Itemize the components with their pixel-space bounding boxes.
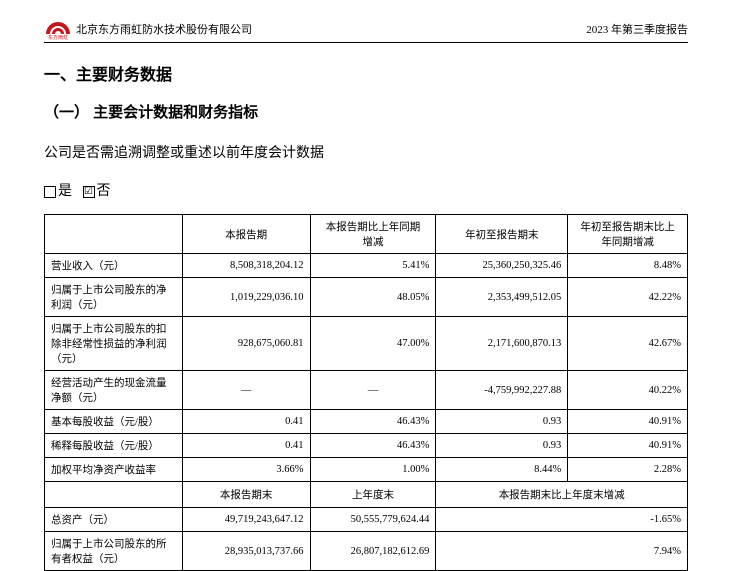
row-label: 经营活动产生的现金流量净额（元） [45,371,183,410]
cell: 50,555,779,624.44 [310,508,436,532]
row-label: 基本每股收益（元/股） [45,410,183,434]
cell: 0.41 [182,410,310,434]
th-period-end: 本报告期末 [182,482,310,508]
th-ytd-yoy: 年初至报告期末比上年同期增减 [568,215,688,254]
cell: 28,935,013,737.66 [182,532,310,571]
cell: 48.05% [310,278,436,317]
th-change: 本报告期末比上年度末增减 [436,482,688,508]
section-heading-1: 一、主要财务数据 [44,61,688,85]
cell: 2.28% [568,458,688,482]
th-period: 本报告期 [182,215,310,254]
row-label: 归属于上市公司股东的扣除非经常性损益的净利润（元） [45,317,183,371]
cell: -1.65% [436,508,688,532]
table-row: 基本每股收益（元/股） 0.41 46.43% 0.93 40.91% [45,410,688,434]
cell: 1,019,229,036.10 [182,278,310,317]
cell: 26,807,182,612.69 [310,532,436,571]
cell: 928,675,060.81 [182,317,310,371]
checkbox-no: ☑ [83,186,95,198]
table-row: 稀释每股收益（元/股） 0.41 46.43% 0.93 40.91% [45,434,688,458]
checkbox-yes [44,186,56,198]
row-label: 稀释每股收益（元/股） [45,434,183,458]
cell: 46.43% [310,410,436,434]
cell: 40.91% [568,410,688,434]
cell: 0.41 [182,434,310,458]
row-label: 营业收入（元） [45,254,183,278]
th-period-yoy: 本报告期比上年同期增减 [310,215,436,254]
cell: 0.93 [436,410,568,434]
cell: -4,759,992,227.88 [436,371,568,410]
logo-block: 东方雨虹 北京东方雨虹防水技术股份有限公司 [44,18,252,40]
checkbox-line: 是 ☑否 [44,180,688,200]
row-label: 归属于上市公司股东的所有者权益（元） [45,532,183,571]
cell: 8.44% [436,458,568,482]
cell: 25,360,250,325.46 [436,254,568,278]
table-row: 归属于上市公司股东的扣除非经常性损益的净利润（元） 928,675,060.81… [45,317,688,371]
row-label: 总资产（元） [45,508,183,532]
th-blank [45,215,183,254]
cell: 2,171,600,870.13 [436,317,568,371]
retro-adjust-question: 公司是否需追溯调整或重述以前年度会计数据 [44,142,688,162]
opt-no-label: 否 [97,184,111,199]
cell: 42.22% [568,278,688,317]
cell: 3.66% [182,458,310,482]
row-label: 加权平均净资产收益率 [45,458,183,482]
table-header-row-1: 本报告期 本报告期比上年同期增减 年初至报告期末 年初至报告期末比上年同期增减 [45,215,688,254]
table-header-row-2: 本报告期末 上年度末 本报告期末比上年度末增减 [45,482,688,508]
th-year-end: 上年度末 [310,482,436,508]
company-logo: 东方雨虹 [44,18,72,40]
report-period-label: 2023 年第三季度报告 [586,21,688,37]
table-row: 营业收入（元） 8,508,318,204.12 5.41% 25,360,25… [45,254,688,278]
table-row: 归属于上市公司股东的所有者权益（元） 28,935,013,737.66 26,… [45,532,688,571]
section-heading-2: （一） 主要会计数据和财务指标 [44,101,688,122]
cell: 2,353,499,512.05 [436,278,568,317]
cell: 0.93 [436,434,568,458]
cell: — [310,371,436,410]
table-row: 总资产（元） 49,719,243,647.12 50,555,779,624.… [45,508,688,532]
cell: 47.00% [310,317,436,371]
cell: 46.43% [310,434,436,458]
row-label: 归属于上市公司股东的净利润（元） [45,278,183,317]
opt-yes-label: 是 [58,184,72,199]
cell: 5.41% [310,254,436,278]
cell: 7.94% [436,532,688,571]
th-ytd: 年初至报告期末 [436,215,568,254]
company-name: 北京东方雨虹防水技术股份有限公司 [76,21,252,37]
cell: 49,719,243,647.12 [182,508,310,532]
table-row: 归属于上市公司股东的净利润（元） 1,019,229,036.10 48.05%… [45,278,688,317]
cell: 42.67% [568,317,688,371]
cell: 1.00% [310,458,436,482]
table-row: 经营活动产生的现金流量净额（元） — — -4,759,992,227.88 4… [45,371,688,410]
cell: 40.22% [568,371,688,410]
cell: 8.48% [568,254,688,278]
cell: — [182,371,310,410]
cell: 8,508,318,204.12 [182,254,310,278]
th-blank-2 [45,482,183,508]
cell: 40.91% [568,434,688,458]
table-row: 加权平均净资产收益率 3.66% 1.00% 8.44% 2.28% [45,458,688,482]
financial-table: 本报告期 本报告期比上年同期增减 年初至报告期末 年初至报告期末比上年同期增减 … [44,214,688,571]
page-header: 东方雨虹 北京东方雨虹防水技术股份有限公司 2023 年第三季度报告 [44,18,688,43]
